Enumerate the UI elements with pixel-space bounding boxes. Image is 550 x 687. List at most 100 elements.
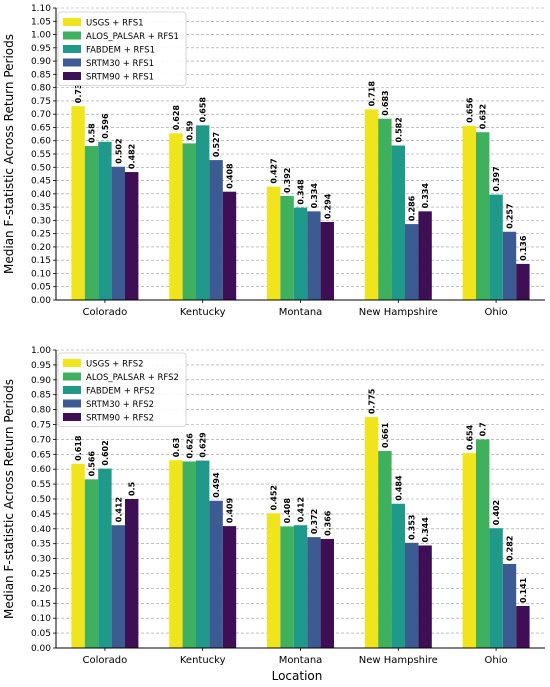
data-label: 0.334 bbox=[421, 183, 430, 209]
data-label: 0.58 bbox=[88, 123, 97, 143]
bar-new-hampshire-series-2 bbox=[378, 451, 392, 648]
data-label: 0.683 bbox=[381, 90, 390, 115]
bar-ohio-series-5 bbox=[516, 605, 530, 648]
y-tick-label: 0.05 bbox=[31, 629, 51, 639]
legend-swatch bbox=[63, 58, 81, 67]
data-label: 0.257 bbox=[506, 203, 515, 228]
bar-montana-series-3 bbox=[293, 525, 308, 648]
data-label: 0.656 bbox=[465, 97, 474, 123]
data-label: 0.408 bbox=[283, 498, 292, 524]
bar-ohio-series-2 bbox=[476, 132, 490, 300]
bar-colorado-series-5 bbox=[125, 172, 139, 300]
y-tick-label: 1.10 bbox=[31, 4, 51, 14]
legend-label: FABDEM + RFS1 bbox=[86, 46, 155, 56]
data-label: 0.566 bbox=[88, 451, 97, 477]
y-tick-label: 0.85 bbox=[31, 391, 51, 401]
bar-new-hampshire-series-1 bbox=[364, 109, 379, 301]
y-tick-label: 0.60 bbox=[31, 465, 51, 475]
data-label: 0.392 bbox=[283, 168, 292, 193]
bar-montana-series-4 bbox=[307, 211, 321, 300]
legend-label: FABDEM + RFS2 bbox=[86, 387, 155, 397]
y-tick-label: 0.45 bbox=[31, 177, 51, 187]
bar-montana-series-2 bbox=[280, 526, 294, 648]
data-label: 0.63 bbox=[172, 438, 181, 458]
data-label: 0.408 bbox=[226, 163, 235, 189]
x-tick-label: Kentucky bbox=[180, 655, 226, 666]
bar-ohio-series-2 bbox=[476, 439, 490, 648]
data-label: 0.73 bbox=[74, 83, 83, 103]
y-tick-label: 0.70 bbox=[31, 110, 51, 120]
y-tick-label: 0.35 bbox=[31, 203, 51, 213]
y-tick-label: 0.95 bbox=[31, 361, 51, 371]
y-tick-label: 0.70 bbox=[31, 435, 51, 445]
y-tick-label: 0.00 bbox=[31, 296, 51, 306]
bar-montana-series-5 bbox=[320, 538, 334, 648]
legend-swatch bbox=[63, 31, 81, 40]
data-label: 0.661 bbox=[381, 422, 390, 448]
legend: USGS + RFS2 ALOS_PALSAR + RFS2 FABDEM + RF… bbox=[57, 352, 187, 427]
bar-kentucky-series-2 bbox=[182, 461, 196, 648]
bar-new-hampshire-series-4 bbox=[405, 224, 419, 300]
x-tick-label: Ohio bbox=[485, 307, 508, 318]
data-label: 0.59 bbox=[185, 120, 194, 140]
legend-label: ALOS_PALSAR + RFS1 bbox=[86, 32, 179, 42]
bar-montana-series-5 bbox=[320, 221, 334, 300]
legend-swatch bbox=[63, 399, 81, 408]
bar-montana-series-1 bbox=[267, 513, 281, 648]
data-label: 0.334 bbox=[310, 183, 319, 209]
y-tick-label: 0.05 bbox=[31, 283, 51, 293]
data-label: 0.136 bbox=[519, 235, 528, 261]
data-label: 0.628 bbox=[172, 105, 181, 131]
data-label: 0.582 bbox=[394, 117, 403, 142]
bar-kentucky-series-1 bbox=[169, 133, 183, 300]
legend-label: SRTM90 + RFS1 bbox=[86, 73, 154, 83]
y-tick-label: 0.40 bbox=[31, 190, 51, 200]
bar-ohio-series-3 bbox=[489, 194, 503, 300]
y-tick-label: 0.75 bbox=[31, 421, 51, 431]
bar-kentucky-series-5 bbox=[222, 526, 237, 648]
bar-new-hampshire-series-5 bbox=[418, 211, 432, 300]
y-tick-label: 1.00 bbox=[31, 31, 51, 41]
legend-label: USGS + RFS1 bbox=[86, 19, 144, 29]
y-tick-label: 0.20 bbox=[31, 584, 51, 594]
y-tick-label: 0.90 bbox=[31, 376, 51, 386]
legend-label: SRTM30 + RFS2 bbox=[86, 400, 154, 410]
bar-colorado-series-4 bbox=[111, 166, 125, 300]
data-label: 0.654 bbox=[465, 424, 474, 450]
data-label: 0.7 bbox=[479, 422, 488, 436]
data-label: 0.618 bbox=[74, 435, 83, 461]
chart-panel-1: 0.00 0.05 0.10 0.15 0.20 0.25 0.30 0.35 0.40 0.45… bbox=[2, 4, 545, 318]
data-label: 0.141 bbox=[519, 577, 528, 603]
bar-kentucky-series-4 bbox=[209, 500, 223, 648]
y-tick-label: 0.15 bbox=[31, 256, 51, 266]
legend-label: SRTM90 + RFS2 bbox=[86, 414, 154, 424]
legend-swatch bbox=[63, 386, 81, 394]
data-label: 0.527 bbox=[212, 132, 221, 157]
data-label: 0.775 bbox=[368, 388, 377, 414]
x-tick-label: Kentucky bbox=[180, 307, 226, 318]
bar-montana-series-1 bbox=[267, 186, 281, 300]
y-tick-label: 0.15 bbox=[31, 599, 51, 609]
legend-label: SRTM30 + RFS1 bbox=[86, 59, 154, 69]
x-tick-label: Colorado bbox=[83, 307, 128, 318]
legend-swatch bbox=[63, 372, 81, 381]
data-label: 0.282 bbox=[506, 536, 515, 561]
legend-swatch bbox=[63, 45, 81, 53]
bar-new-hampshire-series-2 bbox=[378, 118, 392, 300]
x-axis-label: Location bbox=[272, 669, 323, 683]
y-tick-label: 0.40 bbox=[31, 525, 51, 535]
bar-colorado-series-2 bbox=[84, 479, 99, 648]
data-label: 0.596 bbox=[101, 113, 110, 139]
bar-kentucky-series-5 bbox=[222, 191, 237, 300]
bar-colorado-series-4 bbox=[111, 525, 125, 648]
bar-new-hampshire-series-3 bbox=[391, 145, 405, 300]
y-tick-label: 0.45 bbox=[31, 510, 51, 520]
data-label: 0.348 bbox=[297, 179, 306, 205]
data-label: 0.409 bbox=[226, 497, 235, 523]
x-tick-label: Montana bbox=[279, 307, 323, 318]
x-tick-label: Ohio bbox=[485, 655, 508, 666]
y-tick-label: 0.30 bbox=[31, 216, 51, 226]
bar-new-hampshire-series-1 bbox=[364, 417, 379, 648]
y-tick-label: 0.65 bbox=[31, 450, 51, 460]
data-label: 0.482 bbox=[128, 144, 137, 169]
